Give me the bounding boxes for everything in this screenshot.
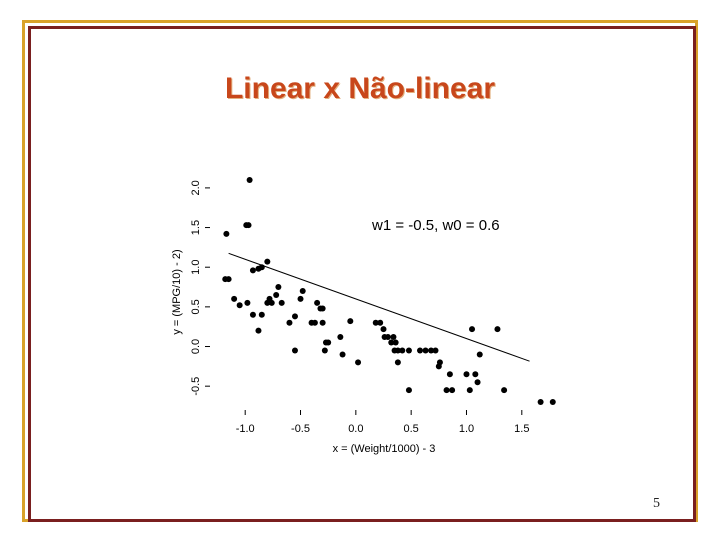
data-point [476,351,483,358]
data-point [355,359,362,366]
data-point [347,318,354,325]
data-point [463,371,470,378]
data-point [372,319,379,326]
data-point [268,299,275,306]
data-point [244,299,251,306]
fit-line [228,252,530,362]
data-point [273,291,280,298]
data-point [291,313,298,320]
data-point [422,347,429,354]
y-tick-label: 1.5 [190,220,202,235]
data-point [537,399,544,406]
line-annotation: w1 = -0.5, w0 = 0.6 [371,217,500,234]
y-tick-label: 2.0 [190,180,202,195]
data-point [390,334,397,340]
data-point [286,319,293,326]
data-point [337,334,344,340]
data-point [494,326,501,333]
data-point [291,347,298,354]
x-tick-label: 0.0 [348,423,363,435]
data-point [549,399,556,406]
data-point [469,326,476,333]
data-point [231,295,238,302]
y-tick-label: 0.0 [190,339,202,354]
data-point [377,319,384,326]
data-point [392,339,399,346]
x-tick-label: 1.0 [459,423,474,435]
data-point [339,351,346,358]
data-point [243,222,250,229]
data-point [319,319,326,326]
data-point [236,302,243,309]
data-point [321,347,328,354]
data-point [428,347,435,354]
x-axis: -1.0 -0.5 0.0 0.5 1.0 1.5 [236,410,529,435]
data-point [319,305,326,312]
data-point [449,387,456,394]
data-point [391,347,398,354]
data-point [249,267,256,274]
data-point [246,176,253,183]
data-point [432,347,439,354]
data-point [322,339,329,346]
data-point [435,363,442,370]
data-point [299,288,306,294]
x-tick-label: -0.5 [291,423,310,435]
data-point [278,299,285,306]
data-point [417,347,424,354]
data-point [380,326,387,333]
data-point [255,265,262,272]
fit-line-group [228,252,530,362]
data-point [388,339,395,346]
data-point [314,299,321,306]
x-tick-label: -1.0 [236,423,255,435]
data-point [297,295,304,302]
data-point [258,311,265,318]
y-tick-label: 0.5 [190,299,202,314]
data-point [443,387,450,394]
data-point [466,387,473,394]
data-point [264,258,271,265]
data-point [249,311,256,318]
scatter-points [222,176,556,406]
x-tick-label: 1.5 [514,423,529,435]
y-axis-label: y = (MPG/10) - 2) [171,249,183,334]
slide-number: 5 [653,496,660,511]
data-point [501,387,508,394]
x-tick-label: 0.5 [404,423,419,435]
slide-title: Linear x Não-linear [224,72,496,105]
data-point [222,276,229,283]
data-point [264,299,271,306]
data-point [446,371,453,378]
data-point [394,359,401,366]
data-point [399,347,406,354]
data-point [405,347,412,354]
data-point [275,284,282,291]
data-point [472,371,479,378]
data-point [474,379,481,386]
y-tick-label: -0.5 [190,377,202,396]
data-point [405,387,412,394]
data-point [308,319,315,326]
x-axis-label: x = (Weight/1000) - 3 [333,443,436,455]
data-point [255,327,262,334]
data-point [223,230,230,237]
data-point [384,334,391,340]
outer-frame-dark [28,26,696,522]
y-axis: -0.5 0.0 0.5 1.0 1.5 2.0 [190,180,210,396]
y-tick-label: 1.0 [190,260,202,275]
